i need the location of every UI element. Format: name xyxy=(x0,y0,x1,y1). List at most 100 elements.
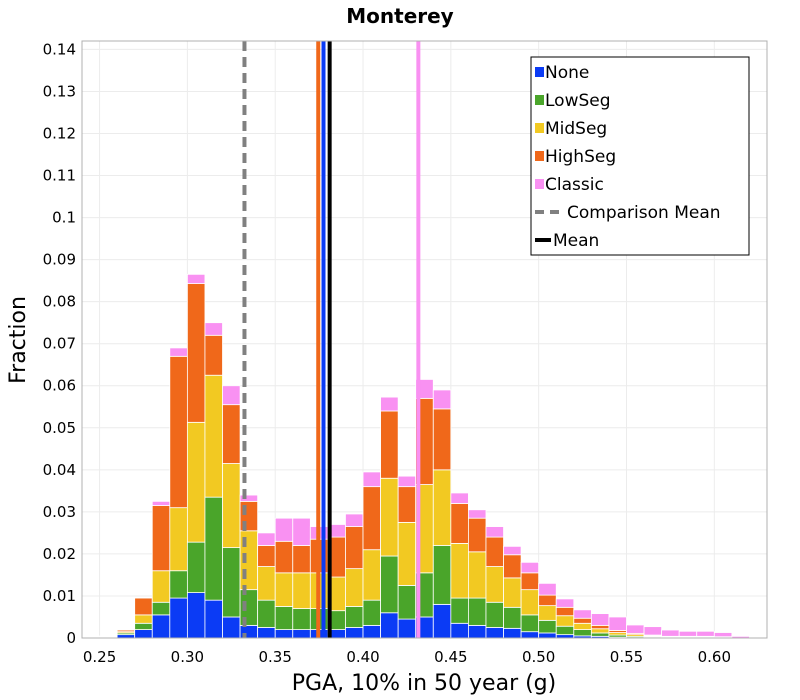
bar-lowseg-28 xyxy=(590,632,610,637)
bar-lowseg-25 xyxy=(538,619,557,634)
bar-midseg-2 xyxy=(134,614,153,624)
y-tick-label-12: 0.12 xyxy=(43,124,76,142)
bar-classic-25 xyxy=(538,582,557,596)
bar-classic-19 xyxy=(432,389,452,410)
bar-none-10 xyxy=(274,629,294,639)
bar-midseg-10 xyxy=(274,572,294,607)
bar-highseg-14 xyxy=(345,526,364,570)
bar-highseg-22 xyxy=(485,536,504,567)
bar-none-4 xyxy=(169,597,188,639)
bar-midseg-26 xyxy=(555,615,575,627)
legend-box xyxy=(530,56,750,256)
bar-lowseg-7 xyxy=(222,547,241,618)
bar-classic-30 xyxy=(626,624,645,634)
legend-swatch-1 xyxy=(535,95,544,105)
y-axis-ticks: 0 0.01 0.02 0.03 0.04 0.05 0.06 0.07 0.08 0.09 0.1… xyxy=(43,40,76,647)
bar-none-14 xyxy=(345,627,364,639)
bar-classic-31 xyxy=(643,626,663,636)
bar-lowseg-6 xyxy=(204,496,223,601)
bar-lowseg-15 xyxy=(362,599,381,626)
bars-layer xyxy=(99,273,768,639)
bar-none-26 xyxy=(555,634,575,639)
bar-classic-22 xyxy=(485,526,504,538)
x-tick-label-3: 0.40 xyxy=(346,648,379,666)
bar-midseg-25 xyxy=(538,605,557,621)
bar-highseg-7 xyxy=(222,404,241,464)
bar-classic-29 xyxy=(608,616,627,631)
y-tick-label-8: 0.08 xyxy=(43,293,76,311)
bar-classic-8 xyxy=(239,494,259,502)
chart-title: Monterey xyxy=(346,4,453,28)
y-axis-title: Fraction xyxy=(6,296,31,384)
legend-label-4: Classic xyxy=(545,175,604,195)
bar-highseg-11 xyxy=(292,545,311,574)
bar-highseg-17 xyxy=(397,486,417,523)
bar-classic-4 xyxy=(169,347,188,357)
bar-midseg-17 xyxy=(397,521,417,586)
bar-classic-33 xyxy=(678,630,698,637)
y-tick-label-7: 0.07 xyxy=(43,335,76,353)
bar-none-1 xyxy=(116,634,136,639)
bar-lowseg-4 xyxy=(169,570,188,599)
legend-label-3: HighSeg xyxy=(545,147,616,167)
bar-midseg-11 xyxy=(292,572,311,609)
bar-highseg-21 xyxy=(468,517,487,553)
bar-midseg-15 xyxy=(362,549,381,601)
bar-none-15 xyxy=(362,624,381,639)
bar-highseg-3 xyxy=(151,505,171,572)
bar-highseg-16 xyxy=(380,410,399,479)
bar-classic-21 xyxy=(468,509,487,519)
bar-highseg-25 xyxy=(538,594,557,607)
x-tick-label-6: 0.55 xyxy=(610,648,643,666)
legend-label-2: MidSeg xyxy=(545,119,607,139)
bar-classic-1 xyxy=(116,629,136,631)
y-tick-label-14: 0.14 xyxy=(43,40,76,58)
bar-midseg-6 xyxy=(204,374,223,498)
y-tick-label-11: 0.11 xyxy=(43,167,76,185)
bar-highseg-15 xyxy=(362,486,381,551)
bar-midseg-28 xyxy=(590,628,610,634)
bar-highseg-28 xyxy=(590,624,610,630)
bar-lowseg-2 xyxy=(134,622,153,630)
y-tick-label-6: 0.06 xyxy=(43,377,76,395)
bar-classic-35 xyxy=(713,632,733,638)
bar-none-17 xyxy=(397,618,417,639)
bar-midseg-27 xyxy=(573,622,592,630)
bar-midseg-9 xyxy=(257,566,276,601)
bar-classic-5 xyxy=(186,273,206,284)
bar-lowseg-19 xyxy=(432,545,452,605)
bar-midseg-21 xyxy=(468,551,487,599)
bar-none-16 xyxy=(380,612,399,639)
bar-classic-10 xyxy=(274,517,294,542)
y-tick-label-2: 0.02 xyxy=(43,545,76,563)
bar-classic-27 xyxy=(573,609,592,619)
legend: None LowSeg MidSeg HighSeg Classic Comparison… xyxy=(530,56,750,256)
y-tick-label-3: 0.03 xyxy=(43,503,76,521)
y-tick-label-0: 0 xyxy=(66,629,76,647)
bar-highseg-27 xyxy=(573,617,592,624)
x-axis-ticks: 0.25 0.30 0.35 0.40 0.45 0.50 0.55 0.60 xyxy=(83,648,731,666)
bar-lowseg-16 xyxy=(380,555,399,614)
bar-highseg-23 xyxy=(503,554,522,579)
x-axis-title: PGA, 10% in 50 year (g) xyxy=(292,671,556,696)
bar-classic-15 xyxy=(362,471,381,488)
bar-classic-0 xyxy=(99,635,118,637)
bar-lowseg-21 xyxy=(468,597,487,626)
bar-none-19 xyxy=(432,603,452,639)
bar-midseg-3 xyxy=(151,570,171,603)
bar-classic-17 xyxy=(397,475,417,488)
bar-highseg-4 xyxy=(169,355,188,509)
legend-label-0: None xyxy=(545,63,589,83)
bar-highseg-6 xyxy=(204,334,223,376)
bar-midseg-24 xyxy=(520,589,540,616)
legend-label-1: LowSeg xyxy=(545,91,611,111)
bar-lowseg-22 xyxy=(485,601,504,628)
x-tick-label-7: 0.60 xyxy=(698,648,731,666)
bar-none-24 xyxy=(520,631,540,639)
y-tick-label-10: 0.1 xyxy=(52,209,76,227)
bar-lowseg-26 xyxy=(555,625,575,636)
bar-highseg-26 xyxy=(555,606,575,617)
bar-classic-24 xyxy=(520,561,540,574)
bar-none-7 xyxy=(222,616,241,639)
bar-classic-9 xyxy=(257,532,276,546)
